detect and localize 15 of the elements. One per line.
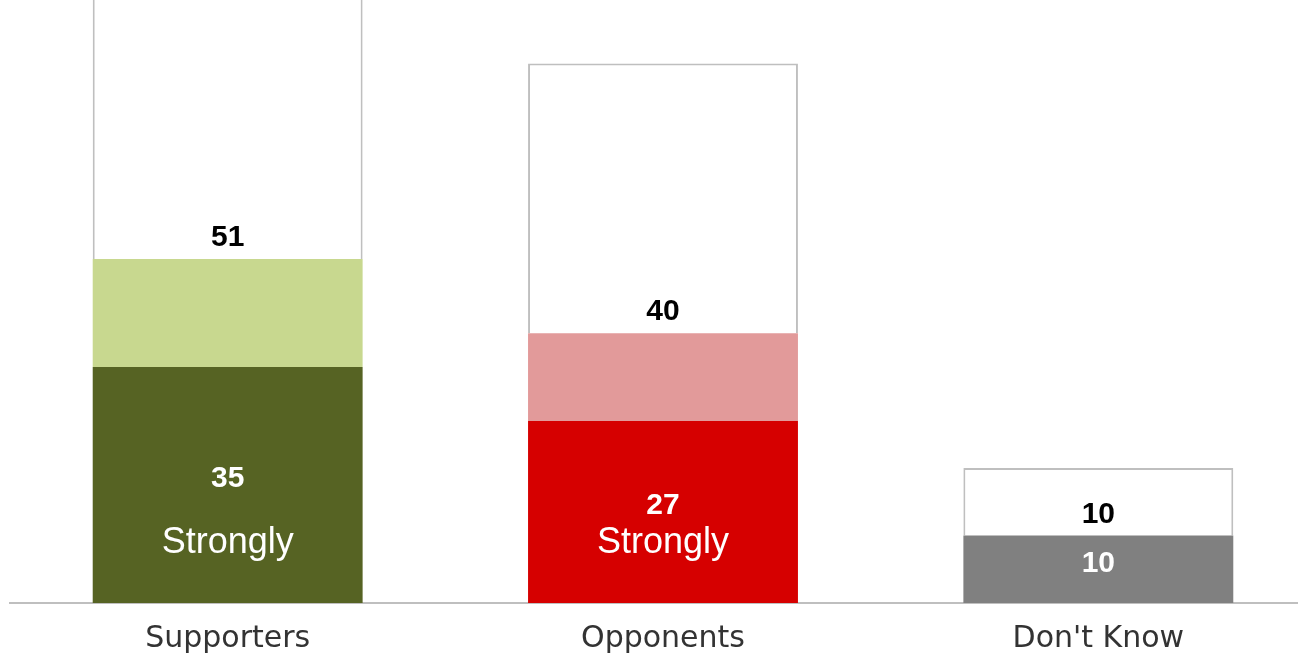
x-tick-label: Don't Know (1012, 618, 1185, 654)
data-label: 35 (210, 460, 245, 494)
data-label: 27 (646, 487, 680, 521)
data-label: 10 (1081, 495, 1116, 529)
data-label: 51 (210, 219, 245, 253)
bar (92, 366, 363, 603)
data-label: 10 (1081, 544, 1116, 578)
bar (963, 535, 1234, 603)
text: Strongly (596, 519, 730, 561)
x-tick-label: Opponents (581, 618, 745, 654)
bar (528, 333, 798, 421)
series-label: Strongly (161, 519, 294, 561)
data-label: 40 (646, 293, 680, 327)
x-tick-label: Supporters (145, 618, 311, 654)
bar (528, 420, 798, 603)
